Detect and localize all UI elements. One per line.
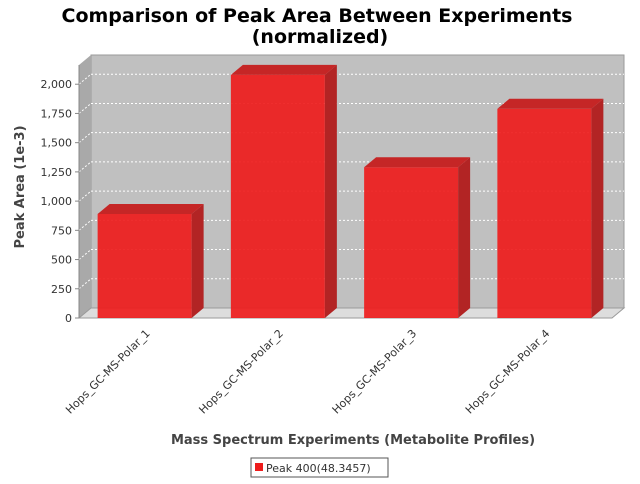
bar-1 <box>97 203 204 318</box>
bar-side <box>191 203 204 318</box>
gridline-side <box>78 249 92 260</box>
gridline-side <box>78 278 92 290</box>
y-tick-label: 2,000 <box>41 78 73 91</box>
x-axis-label: Mass Spectrum Experiments (Metabolite Pr… <box>171 433 535 448</box>
plot-side-wall <box>79 55 91 318</box>
x-axis: Hops_GC-MS-Polar_1 Hops_GC-MS-Polar_2 Hops… <box>63 327 552 417</box>
x-tick-label: Hops_GC-MS-Polar_4 <box>463 327 553 417</box>
plot-area <box>77 54 626 319</box>
legend-swatch <box>255 463 263 471</box>
y-tick-label: 1,500 <box>41 137 73 150</box>
y-tick-label: 1,000 <box>41 195 73 208</box>
x-tick-label: Hops_GC-MS-Polar_2 <box>196 327 286 417</box>
x-tick-label: Hops_GC-MS-Polar_3 <box>330 327 420 417</box>
y-tick-label: 1,750 <box>41 107 73 120</box>
bar-front <box>230 74 325 318</box>
bar-front <box>364 167 459 318</box>
bar-3 <box>364 157 471 318</box>
gridline-side <box>78 190 92 202</box>
bar-side <box>591 98 604 318</box>
bar-side <box>458 157 471 318</box>
gridline-side <box>78 103 92 114</box>
y-tick-label: 250 <box>51 283 72 296</box>
y-tick-label: 750 <box>51 224 72 237</box>
y-tick-label: 0 <box>65 312 72 325</box>
bar-front <box>97 213 192 318</box>
chart-title: Comparison of Peak Area Between Experime… <box>62 5 573 27</box>
bar-top <box>497 98 604 109</box>
bar-front <box>497 108 592 318</box>
y-axis: 0 250 500 750 1,000 1,250 1,500 1,750 2,000 <box>41 65 80 325</box>
bar-2 <box>230 64 337 318</box>
x-tick-label: Hops_GC-MS-Polar_1 <box>63 327 153 417</box>
gridline-side <box>78 161 92 173</box>
bar-top <box>364 157 471 168</box>
bar-4 <box>497 98 604 318</box>
bar-top <box>97 203 204 214</box>
gridline-side <box>78 219 92 231</box>
bar-top <box>230 64 337 75</box>
bar-side <box>324 64 337 318</box>
legend-label: Peak 400(48.3457) <box>266 462 371 475</box>
gridline-side <box>78 73 92 85</box>
gridline-side <box>78 132 92 144</box>
chart-subtitle: (normalized) <box>252 26 389 48</box>
legend: Peak 400(48.3457) <box>250 457 389 478</box>
legend-box <box>250 457 389 478</box>
y-tick-label: 500 <box>51 254 72 267</box>
y-axis-label: Peak Area (1e-3) <box>13 125 28 248</box>
bars <box>97 64 604 318</box>
y-tick-label: 1,250 <box>41 166 73 179</box>
